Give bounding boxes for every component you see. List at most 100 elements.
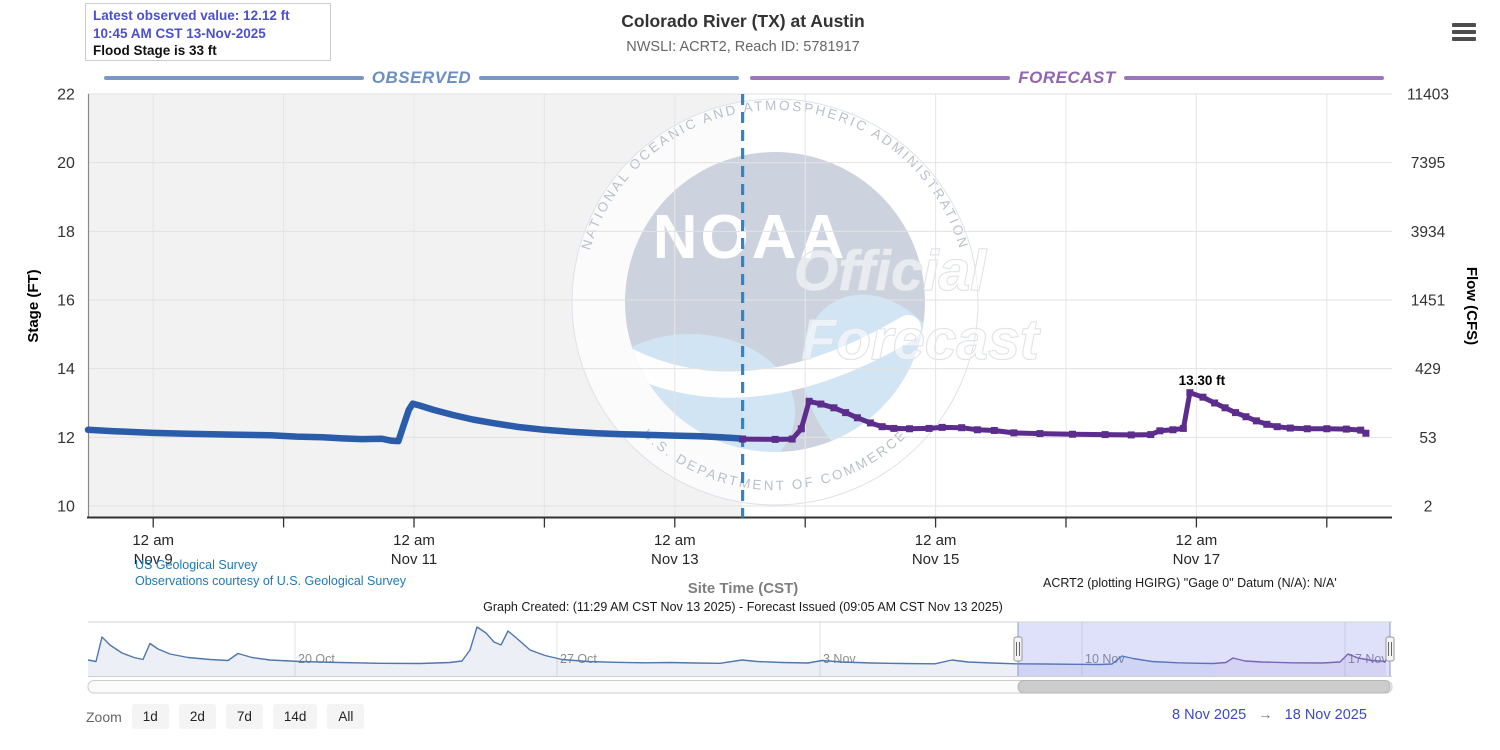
stage-tick-label: 12 bbox=[57, 430, 75, 447]
navigator-left-handle[interactable] bbox=[1013, 636, 1023, 662]
usgs-credit-link[interactable]: Observations courtesy of U.S. Geological… bbox=[135, 574, 406, 588]
forecast-marker bbox=[938, 423, 946, 431]
flow-tick-label: 429 bbox=[1415, 361, 1441, 378]
menu-icon[interactable] bbox=[1452, 23, 1476, 44]
navigator-forecast-line bbox=[1212, 653, 1387, 665]
forecast-banner-line-right bbox=[1123, 76, 1384, 80]
stage-tick-label: 18 bbox=[57, 224, 75, 241]
scrollbar-thumb[interactable] bbox=[1017, 680, 1391, 694]
forecast-marker bbox=[1127, 431, 1135, 439]
forecast-marker bbox=[973, 426, 981, 434]
forecast-marker bbox=[853, 414, 861, 422]
forecast-peak-annotation: 13.30 ft bbox=[1179, 373, 1226, 388]
forecast-marker bbox=[1156, 427, 1164, 435]
stage-tick-label: 10 bbox=[57, 499, 75, 516]
latest-observed-info-box: Latest observed value: 12.12 ft 10:45 AM… bbox=[85, 3, 331, 61]
forecast-marker bbox=[1211, 399, 1219, 407]
axes-and-ticks: 12 am Nov 9 12 am Nov 11 12 am Nov 13 12 am Nov… bbox=[57, 87, 1449, 569]
forecast-marker bbox=[866, 419, 874, 427]
forecast-marker bbox=[1342, 425, 1350, 433]
navigator-observed-line bbox=[87, 626, 1214, 666]
range-arrow-icon: → bbox=[1258, 707, 1273, 723]
x-axis-title: Site Time (CST) bbox=[687, 580, 799, 597]
page-title: Colorado River (TX) at Austin bbox=[621, 11, 865, 31]
forecast-marker bbox=[1242, 413, 1250, 421]
forecast-marker bbox=[1179, 424, 1187, 432]
observed-banner: OBSERVED bbox=[104, 68, 740, 88]
forecast-marker bbox=[830, 404, 838, 412]
forecast-marker bbox=[788, 435, 796, 443]
navigator-right-handle[interactable] bbox=[1385, 636, 1395, 662]
flow-tick-label: 11403 bbox=[1407, 87, 1449, 104]
forecast-marker bbox=[797, 425, 805, 433]
forecast-banner-line-left bbox=[750, 76, 1011, 80]
forecast-marker bbox=[805, 397, 813, 405]
flow-tick-label: 1451 bbox=[1411, 293, 1445, 310]
forecast-marker bbox=[1286, 424, 1294, 432]
flow-tick-label: 3934 bbox=[1411, 224, 1446, 241]
forecast-marker bbox=[1303, 425, 1311, 433]
zoom-button-7d[interactable]: 7d bbox=[225, 704, 263, 729]
flow-tick-label: 53 bbox=[1419, 430, 1436, 447]
datum-note: ACRT2 (plotting HGIRG) "Gage 0" Datum (N… bbox=[1043, 576, 1337, 590]
observed-banner-label: OBSERVED bbox=[371, 68, 472, 87]
forecast-marker bbox=[878, 423, 886, 431]
stage-tick-label: 20 bbox=[57, 155, 75, 172]
observed-banner-line-right bbox=[479, 76, 740, 80]
menu-bar-1 bbox=[1452, 23, 1476, 27]
navigator-selected-range[interactable] bbox=[1018, 622, 1390, 677]
forecast-marker bbox=[739, 435, 747, 443]
forecast-marker bbox=[1362, 429, 1370, 437]
navigator-date-label: 27 Oct bbox=[560, 652, 597, 666]
noaa-logo-text: NOAA bbox=[653, 203, 848, 272]
forecast-banner: FORECAST bbox=[750, 68, 1384, 88]
zoom-button-14d[interactable]: 14d bbox=[272, 704, 318, 729]
zoom-button-2d[interactable]: 2d bbox=[178, 704, 216, 729]
range-selector: 8 Nov 2025 → 18 Nov 2025 bbox=[1172, 707, 1367, 723]
forecast-marker bbox=[771, 435, 779, 443]
range-to-input[interactable]: 18 Nov 2025 bbox=[1284, 707, 1367, 723]
zoom-label: Zoom bbox=[86, 708, 122, 725]
forecast-marker bbox=[1069, 430, 1077, 438]
zoom-button-1d[interactable]: 1d bbox=[131, 704, 169, 729]
flood-stage-text: Flood Stage is 33 ft bbox=[93, 43, 217, 58]
data-series bbox=[84, 94, 1370, 518]
stage-axis-title: Stage (FT) bbox=[25, 269, 42, 342]
range-from-input[interactable]: 8 Nov 2025 bbox=[1172, 707, 1247, 723]
menu-bar-2 bbox=[1452, 30, 1476, 34]
observed-series-line bbox=[84, 400, 746, 445]
forecast-marker bbox=[890, 424, 898, 432]
flow-tick-label: 7395 bbox=[1411, 155, 1445, 172]
observed-banner-line-left bbox=[104, 76, 364, 80]
flow-tick-label: 2 bbox=[1424, 499, 1433, 516]
forecast-marker bbox=[1252, 417, 1260, 425]
forecast-marker bbox=[1273, 423, 1281, 431]
usgs-link[interactable]: US Geological Survey bbox=[135, 558, 258, 572]
forecast-banner-label: FORECAST bbox=[1018, 68, 1116, 87]
forecast-marker bbox=[1263, 420, 1271, 428]
x-tick-label: 12 am Nov 11 bbox=[391, 532, 437, 568]
forecast-marker bbox=[1169, 426, 1177, 434]
forecast-marker bbox=[1221, 404, 1229, 412]
navigator-date-label: 10 Nov bbox=[1085, 652, 1125, 666]
x-tick-label: 12 am Nov 17 bbox=[1173, 532, 1221, 568]
forecast-marker bbox=[842, 409, 850, 417]
latest-observed-time: 10:45 AM CST 13-Nov-2025 bbox=[93, 25, 266, 41]
annotations: 13.30 ft bbox=[1179, 373, 1226, 388]
stage-tick-label: 14 bbox=[57, 361, 75, 378]
menu-bar-3 bbox=[1452, 37, 1476, 41]
stage-tick-label: 16 bbox=[57, 293, 75, 310]
forecast-marker bbox=[817, 400, 825, 408]
forecast-marker bbox=[1186, 389, 1194, 397]
forecast-marker bbox=[958, 424, 966, 432]
forecast-marker bbox=[1010, 429, 1018, 437]
stage-tick-label: 22 bbox=[57, 87, 75, 104]
zoom-bar: Zoom 1d 2d 7d 14d All bbox=[86, 704, 365, 729]
forecast-marker bbox=[1199, 393, 1207, 401]
forecast-marker bbox=[1036, 430, 1044, 438]
x-tick-label: 12 am Nov 15 bbox=[912, 532, 960, 568]
zoom-button-all[interactable]: All bbox=[327, 704, 365, 729]
official-watermark-text: Official bbox=[794, 239, 987, 303]
forecast-marker bbox=[990, 426, 998, 434]
